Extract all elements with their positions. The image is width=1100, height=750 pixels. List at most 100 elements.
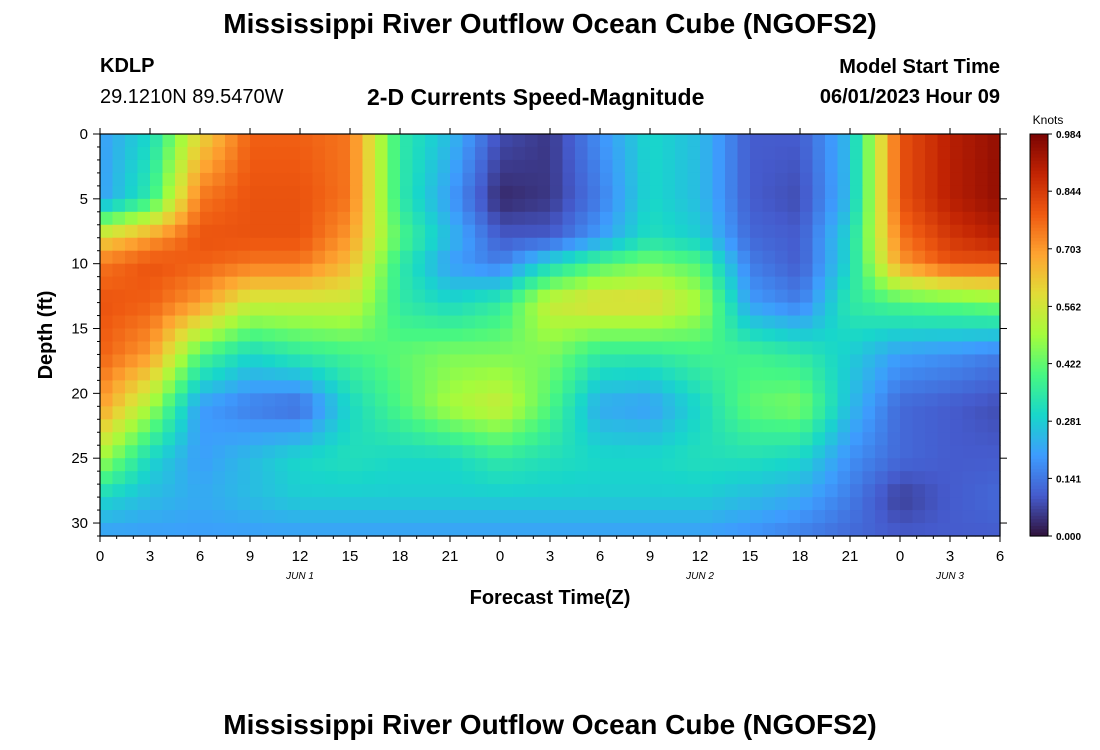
heatmap-cell (100, 146, 114, 161)
heatmap-cell (300, 445, 314, 459)
heatmap-cell (725, 432, 739, 446)
heatmap-cell (575, 497, 589, 511)
heatmap-cell (225, 458, 239, 472)
heatmap-cell (200, 510, 214, 524)
heatmap-cell (150, 419, 164, 433)
heatmap-cell (750, 159, 764, 174)
heatmap-cell (437, 289, 451, 304)
heatmap-cell (400, 315, 414, 330)
heatmap-cell (625, 315, 639, 330)
heatmap-cell (612, 289, 626, 304)
heatmap-cell (900, 510, 914, 524)
heatmap-cell (325, 302, 339, 317)
heatmap-cell (987, 276, 1001, 291)
heatmap-cell (137, 302, 151, 317)
heatmap-cell (475, 211, 489, 226)
heatmap-cell (900, 458, 914, 472)
heatmap-cell (225, 419, 239, 433)
colorbar-segment (1030, 391, 1048, 396)
heatmap-cell (950, 393, 964, 407)
heatmap-cell (775, 302, 789, 317)
heatmap-cell (675, 172, 689, 187)
heatmap-cell (587, 159, 601, 174)
colorbar-segment (1030, 284, 1048, 289)
heatmap-cell (837, 146, 851, 161)
heatmap-cell (450, 263, 464, 278)
heatmap-cell (662, 393, 676, 407)
heatmap-cell (787, 159, 801, 174)
heatmap-cell (250, 237, 264, 252)
heatmap-cell (487, 237, 501, 252)
heatmap-cell (650, 315, 664, 330)
colorbar-segment (1030, 261, 1048, 266)
heatmap-cell (662, 484, 676, 498)
heatmap-cell (900, 159, 914, 174)
heatmap-cell (987, 497, 1001, 511)
heatmap-cell (512, 172, 526, 187)
heatmap-cell (837, 289, 851, 304)
heatmap-cell (875, 159, 889, 174)
heatmap-cell (225, 146, 239, 161)
heatmap-cell (262, 523, 276, 537)
heatmap-cell (212, 315, 226, 330)
heatmap-cell (725, 341, 739, 356)
heatmap-cell (887, 328, 901, 343)
heatmap-cell (562, 185, 576, 200)
heatmap-cell (725, 276, 739, 291)
colorbar-segment (1030, 502, 1048, 507)
heatmap-cell (937, 484, 951, 498)
heatmap-cell (237, 393, 251, 407)
heatmap-cell (750, 237, 764, 252)
heatmap-cell (425, 237, 439, 252)
colorbar-segment (1030, 475, 1048, 480)
heatmap-cell (837, 393, 851, 407)
colorbar-segment (1030, 448, 1048, 453)
heatmap-cell (275, 276, 289, 291)
heatmap-cell (562, 198, 576, 213)
heatmap-cell (150, 458, 164, 472)
heatmap-cell (125, 354, 139, 369)
heatmap-cell (262, 263, 276, 278)
heatmap-cell (525, 367, 539, 381)
heatmap-cell (675, 354, 689, 369)
heatmap-cell (825, 224, 839, 239)
heatmap-cell (100, 380, 114, 394)
heatmap-cell (725, 497, 739, 511)
heatmap-cell (687, 445, 701, 459)
heatmap-cell (612, 523, 626, 537)
heatmap-cell (350, 354, 364, 369)
heatmap-cell (812, 354, 826, 369)
heatmap-cell (437, 224, 451, 239)
heatmap-cell (675, 341, 689, 356)
heatmap-cell (737, 146, 751, 161)
heatmap-cell (187, 510, 201, 524)
heatmap-cell (750, 328, 764, 343)
heatmap-cell (762, 393, 776, 407)
heatmap-cell (450, 341, 464, 356)
heatmap-cell (162, 445, 176, 459)
heatmap-cell (925, 224, 939, 239)
heatmap-cell (700, 289, 714, 304)
heatmap-cell (387, 289, 401, 304)
heatmap-cell (375, 393, 389, 407)
heatmap-cell (375, 289, 389, 304)
heatmap-cell (887, 380, 901, 394)
heatmap-cell (337, 419, 351, 433)
heatmap-cell (312, 289, 326, 304)
heatmap-cell (750, 224, 764, 239)
heatmap-cell (562, 211, 576, 226)
heatmap-cell (662, 497, 676, 511)
heatmap-cell (625, 134, 639, 148)
heatmap-cell (500, 497, 514, 511)
heatmap-cell (750, 497, 764, 511)
heatmap-cell (787, 198, 801, 213)
heatmap-cell (750, 276, 764, 291)
heatmap-cell (237, 458, 251, 472)
heatmap-cell (425, 276, 439, 291)
heatmap-cell (375, 224, 389, 239)
heatmap-cell (662, 432, 676, 446)
heatmap-cell (837, 458, 851, 472)
heatmap-cell (212, 523, 226, 537)
heatmap-cell (800, 263, 814, 278)
